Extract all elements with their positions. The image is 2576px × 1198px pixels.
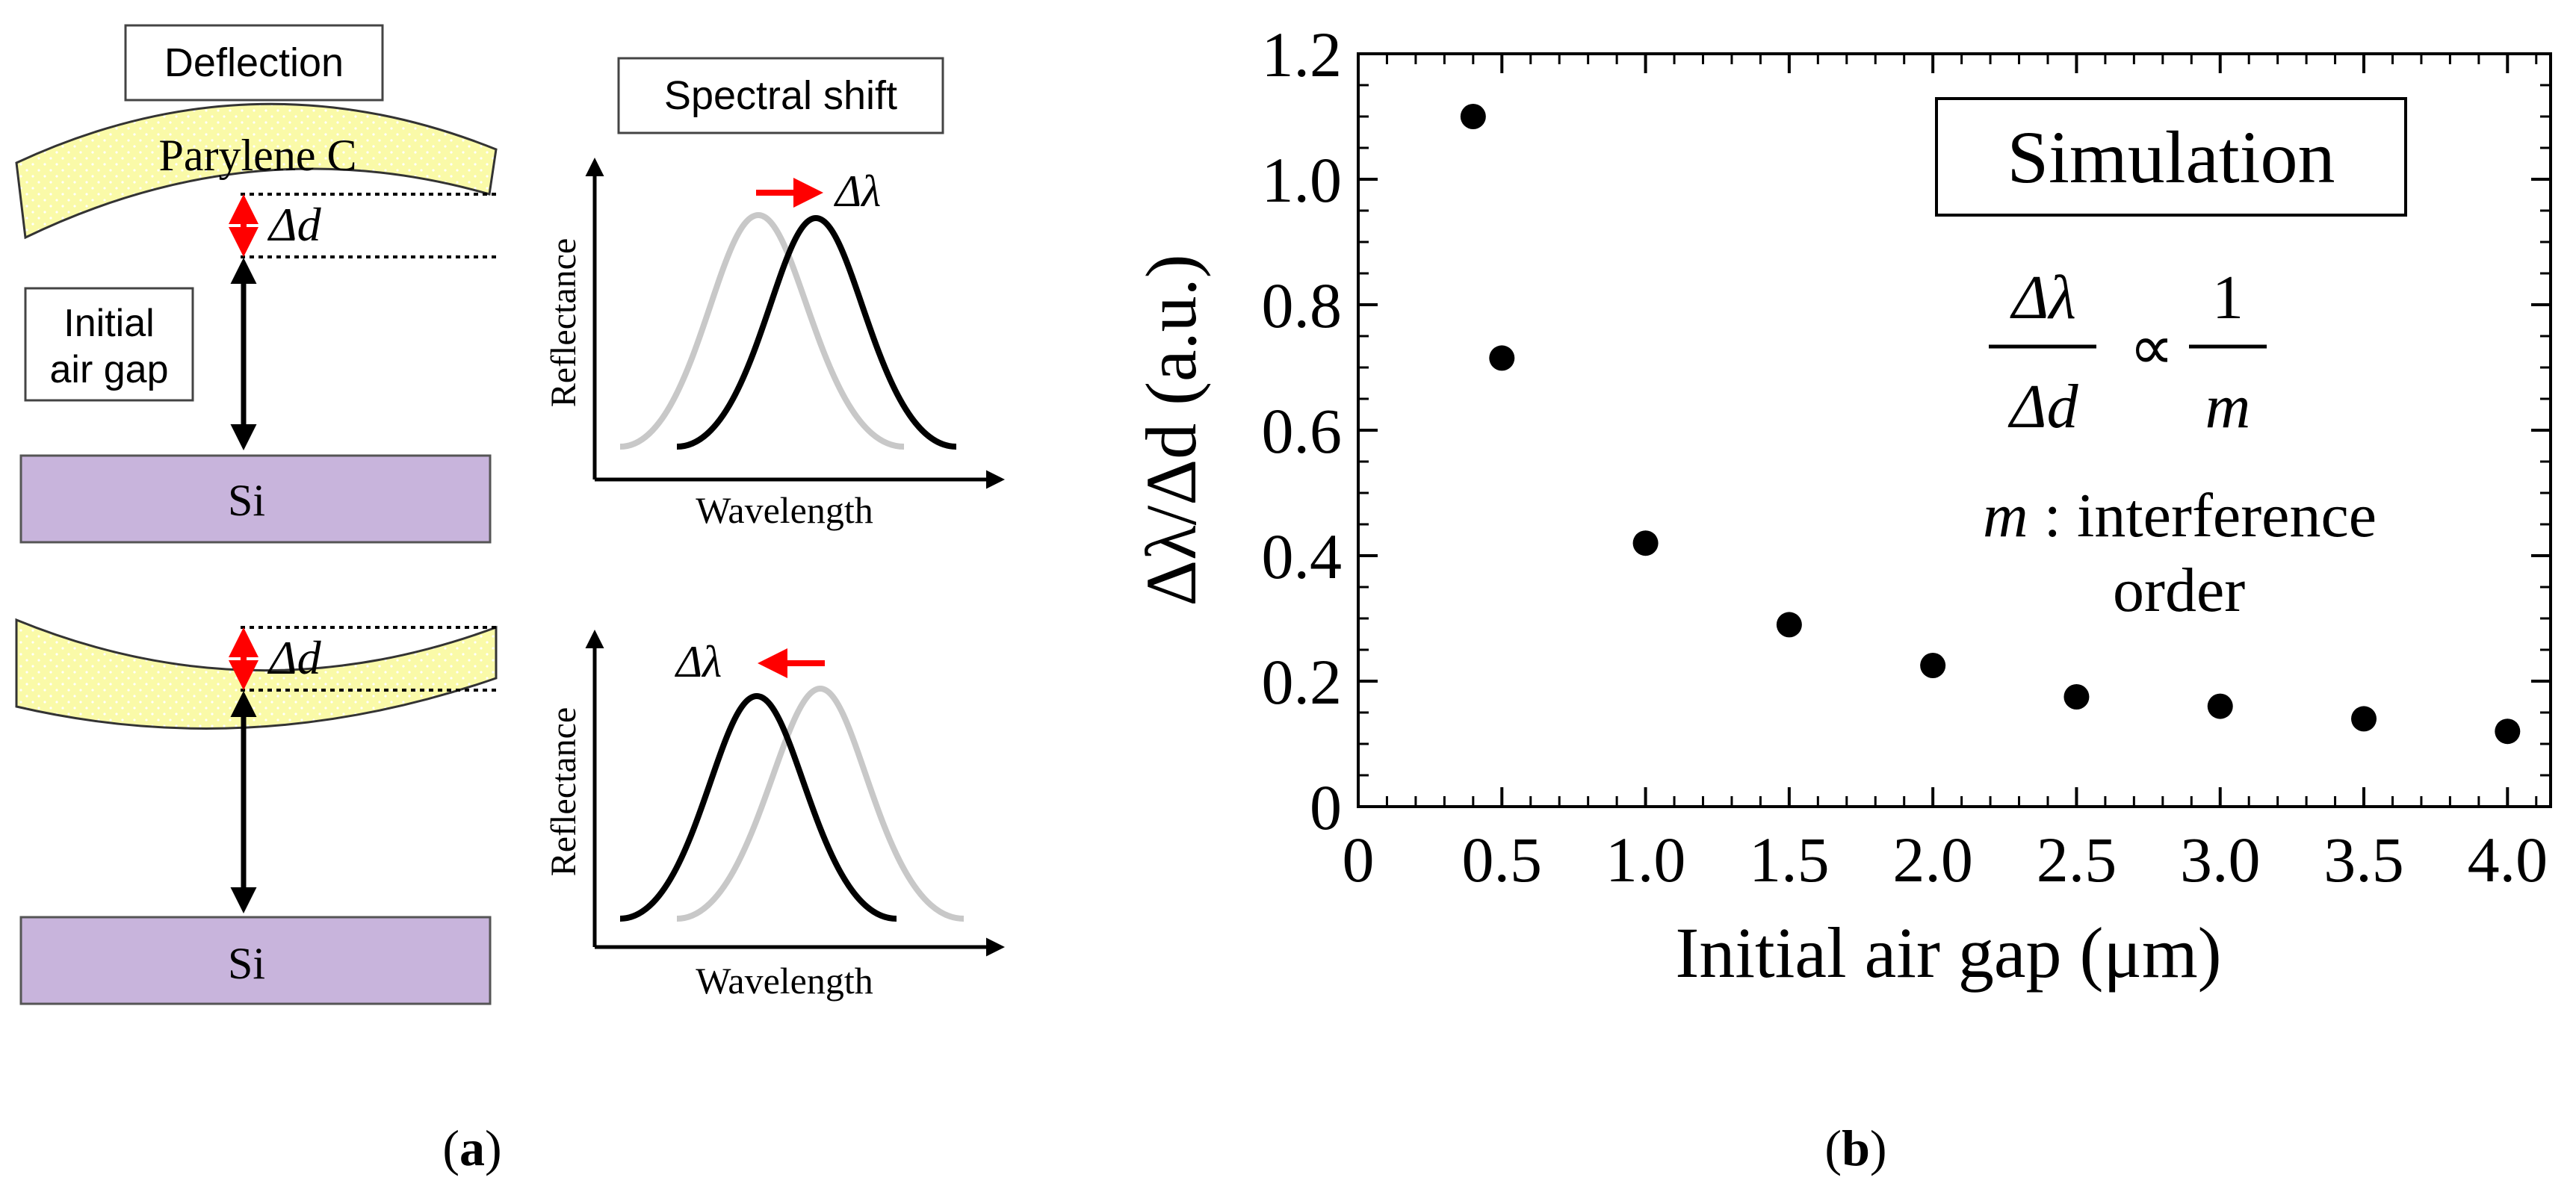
caption-a: (a)	[442, 1120, 501, 1176]
y-tick-labels: 0 0.2 0.4 0.6 0.8 1.0 1.2	[1262, 19, 1343, 843]
wavelength-label-top: Wavelength	[696, 489, 873, 531]
data-point	[1776, 612, 1802, 638]
delta-d-label-top: Δd	[267, 198, 322, 251]
original-peak-top	[619, 211, 905, 450]
m-definition-line1: m : interference	[1983, 481, 2377, 550]
delta-d-label-bottom: Δd	[267, 631, 322, 684]
panel-a: Deflection Spectral shift Parylene C Δd …	[15, 24, 1005, 1176]
simulation-box	[1935, 97, 2407, 217]
shifted-peak-bottom	[619, 692, 897, 922]
x-tick-labels: 0 0.5 1.0 1.5 2.0 2.5 3.0 3.5 4.0	[1343, 824, 2548, 896]
wavelength-label-bottom: Wavelength	[696, 960, 873, 1002]
y-tick-label: 1.2	[1262, 19, 1343, 90]
reflectance-label-bottom: Reflectance	[544, 707, 583, 877]
simulation-label: Simulation	[2007, 116, 2335, 199]
m-symbol: m	[1983, 481, 2028, 550]
x-tick-label: 0.5	[1462, 824, 1543, 896]
data-point	[1632, 530, 1659, 556]
spectrum-plot-top: Δλ Reflectance Wavelength	[544, 158, 1005, 531]
m-definition-line2: order	[2113, 556, 2245, 625]
deflection-label: Deflection	[164, 40, 344, 85]
data-points	[1460, 104, 2521, 745]
x-tick-label: 3.5	[2323, 824, 2404, 896]
shifted-peak-top	[676, 214, 957, 450]
x-tick-label: 2.5	[2037, 824, 2117, 896]
caption-b-letter: b	[1842, 1120, 1870, 1176]
si-label-top: Si	[228, 476, 265, 525]
delta-lambda-label-top: Δλ	[834, 167, 881, 216]
y-tick-label: 0	[1310, 772, 1342, 843]
x-tick-label: 1.5	[1749, 824, 1830, 896]
data-point	[2063, 684, 2090, 710]
spectrum-plot-bottom: Δλ Reflectance Wavelength	[544, 630, 1005, 1002]
data-point	[2495, 719, 2521, 745]
initial-air-gap-line2: air gap	[50, 348, 169, 391]
x-tick-label: 4.0	[2468, 824, 2548, 896]
formula-proportional: ∝	[2129, 314, 2174, 383]
x-axis-label: Initial air gap (μm)	[1675, 913, 2221, 993]
caption-b: (b)	[1824, 1120, 1886, 1176]
annotation-simulation: Simulation	[1935, 97, 2407, 217]
y-tick-label: 0.2	[1262, 646, 1343, 718]
y-tick-label: 0.8	[1262, 270, 1343, 341]
tick-marks	[1357, 52, 2551, 808]
data-point	[2207, 693, 2233, 719]
y-tick-label: 0.6	[1262, 395, 1343, 467]
reflectance-label-top: Reflectance	[544, 238, 583, 408]
m-description: : interference	[2028, 481, 2377, 550]
y-tick-label: 1.0	[1262, 144, 1343, 216]
panel-b: 0 0.2 0.4 0.6 0.8 1.0 1.2 0 0.5 1.0 1.5 2.0 2.5 3.0 3…	[1131, 19, 2552, 1176]
formula: Δλ Δd ∝ 1 m m : interference order	[1983, 263, 2377, 625]
formula-rhs-numerator: 1	[2212, 263, 2244, 332]
si-label-bottom: Si	[228, 939, 265, 988]
x-tick-label: 2.0	[1892, 824, 1973, 896]
original-peak-bottom	[676, 685, 965, 922]
x-tick-label: 0	[1343, 824, 1375, 896]
data-point	[2351, 706, 2377, 732]
spectral-shift-label-box: Spectral shift	[617, 57, 944, 134]
caption-a-letter: a	[459, 1120, 485, 1176]
formula-denominator: Δd	[2007, 372, 2078, 441]
data-point	[1920, 653, 1946, 678]
parylene-label: Parylene C	[159, 131, 357, 180]
data-point	[1460, 104, 1486, 129]
si-substrate-top	[19, 454, 492, 544]
si-substrate-bottom	[19, 916, 492, 1005]
y-axis-label: Δλ/Δd (a.u.)	[1131, 254, 1211, 606]
formula-numerator: Δλ	[2010, 263, 2076, 332]
initial-air-gap-label-box: Initial air gap	[24, 287, 194, 402]
data-point	[1489, 345, 1515, 371]
y-tick-label: 0.4	[1262, 521, 1343, 592]
formula-rhs-denominator: m	[2205, 372, 2251, 441]
x-tick-label: 1.0	[1606, 824, 1686, 896]
spectral-shift-label: Spectral shift	[664, 73, 897, 118]
deflection-label-box: Deflection	[124, 24, 384, 102]
delta-lambda-label-bottom: Δλ	[675, 637, 722, 686]
parylene-membrane-top	[15, 102, 498, 240]
initial-air-gap-line1: Initial	[64, 302, 154, 345]
parylene-membrane-bottom	[15, 618, 498, 730]
x-tick-label: 3.0	[2180, 824, 2261, 896]
